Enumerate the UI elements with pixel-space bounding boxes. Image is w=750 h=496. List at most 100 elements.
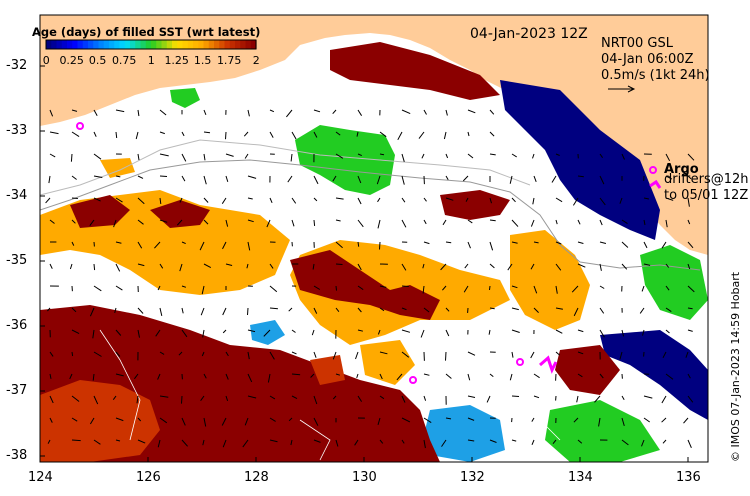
- colorbar-tick: 1.25: [164, 54, 189, 67]
- velocity-arrow: [683, 417, 689, 424]
- velocity-arrow: [661, 417, 667, 423]
- velocity-arrow: [421, 153, 425, 159]
- velocity-arrow: [157, 439, 161, 448]
- velocity-arrow: [269, 131, 274, 138]
- velocity-arrow: [467, 351, 476, 356]
- velocity-arrow: [356, 373, 359, 379]
- velocity-arrow: [401, 197, 406, 203]
- velocity-arrow: [332, 395, 337, 400]
- velocity-arrow: [489, 285, 491, 291]
- velocity-arrow: [511, 197, 516, 203]
- velocity-arrow: [599, 373, 604, 379]
- velocity-arrow: [115, 329, 122, 336]
- colorbar-tick: 0.25: [59, 54, 84, 67]
- velocity-arrow: [533, 175, 537, 182]
- velocity-arrow: [401, 109, 411, 115]
- velocity-arrow: [423, 395, 427, 401]
- velocity-arrow: [643, 263, 651, 266]
- velocity-arrow: [179, 197, 183, 203]
- velocity-arrow: [489, 109, 495, 115]
- velocity-arrow: [269, 439, 278, 443]
- colorbar-segment: [93, 40, 100, 49]
- velocity-arrow: [665, 329, 670, 334]
- velocity-arrow: [445, 329, 450, 337]
- velocity-arrow: [71, 197, 78, 199]
- colorbar-segment: [82, 40, 89, 49]
- colorbar-border: [45, 39, 257, 50]
- colorbar-segment: [88, 40, 94, 49]
- velocity-arrow: [643, 241, 648, 249]
- velocity-arrow: [332, 109, 337, 115]
- velocity-arrow: [115, 109, 125, 113]
- velocity-arrow: [598, 417, 601, 427]
- velocity-arrow: [379, 373, 383, 380]
- velocity-arrow: [665, 153, 671, 162]
- velocity-arrow: [445, 175, 449, 181]
- velocity-arrow: [621, 153, 625, 160]
- colorbar-tick: 0.75: [111, 54, 137, 67]
- velocity-arrow: [244, 153, 249, 159]
- velocity-arrow: [685, 351, 689, 358]
- velocity-arrow: [203, 197, 209, 203]
- sst-green-central: [295, 125, 395, 195]
- colorbar-segment: [145, 40, 152, 49]
- velocity-arrow: [137, 197, 145, 205]
- velocity-arrow: [225, 351, 229, 357]
- velocity-arrow: [49, 395, 54, 404]
- colorbar-tick: 2: [252, 54, 260, 67]
- velocity-arrow: [288, 307, 293, 312]
- velocity-arrow: [201, 351, 205, 357]
- velocity-arrow: [467, 373, 471, 381]
- velocity-arrow: [222, 241, 227, 250]
- velocity-arrow: [643, 219, 646, 226]
- argo-float: [409, 376, 417, 384]
- velocity-arrow: [577, 329, 584, 333]
- velocity-arrow: [159, 109, 167, 116]
- velocity-arrow: [377, 417, 381, 426]
- velocity-arrow: [555, 307, 563, 310]
- argo-float: [516, 358, 524, 366]
- velocity-arrow: [71, 131, 80, 138]
- velocity-arrow: [290, 153, 293, 162]
- velocity-arrow: [379, 439, 384, 444]
- colorbar-segment: [193, 40, 199, 49]
- velocity-time: 04-Jan 06:00Z: [601, 52, 694, 67]
- velocity-arrow: [489, 263, 495, 269]
- velocity-arrow: [401, 351, 410, 358]
- colorbar-tick: 1.5: [193, 54, 212, 67]
- velocity-arrow: [357, 109, 363, 116]
- velocity-arrow: [355, 351, 359, 360]
- velocity-arrow: [576, 395, 579, 403]
- velocity-arrow: [621, 417, 625, 427]
- velocity-arrow: [221, 197, 227, 204]
- velocity-arrow: [47, 307, 51, 312]
- velocity-arrow: [573, 307, 579, 317]
- velocity-arrow: [379, 241, 381, 250]
- velocity-arrow: [377, 197, 381, 203]
- velocity-arrow: [555, 153, 560, 156]
- velocity-arrow: [379, 285, 387, 288]
- velocity-arrow: [511, 307, 519, 311]
- velocity-arrow: [115, 373, 124, 377]
- velocity-arrow: [687, 175, 692, 180]
- velocity-arrow: [155, 329, 161, 337]
- colorbar-segment: [67, 40, 73, 49]
- drifters-to-label: to 05/01 12Z: [664, 188, 749, 203]
- velocity-arrow: [357, 153, 362, 157]
- velocity-arrow: [401, 395, 406, 403]
- velocity-arrow: [687, 395, 694, 403]
- velocity-arrow: [203, 175, 207, 185]
- velocity-arrow: [467, 241, 471, 249]
- velocity-arrow: [401, 439, 405, 444]
- velocity-arrow: [313, 351, 317, 358]
- velocity-arrow: [665, 373, 674, 380]
- velocity-arrow: [247, 219, 254, 223]
- velocity-arrow: [555, 329, 563, 334]
- velocity-arrow: [489, 241, 494, 251]
- colorbar-segment: [235, 40, 241, 49]
- velocity-arrow: [467, 417, 475, 421]
- velocity-arrow: [247, 241, 251, 251]
- velocity-arrow: [687, 219, 691, 225]
- velocity-arrow: [511, 439, 517, 442]
